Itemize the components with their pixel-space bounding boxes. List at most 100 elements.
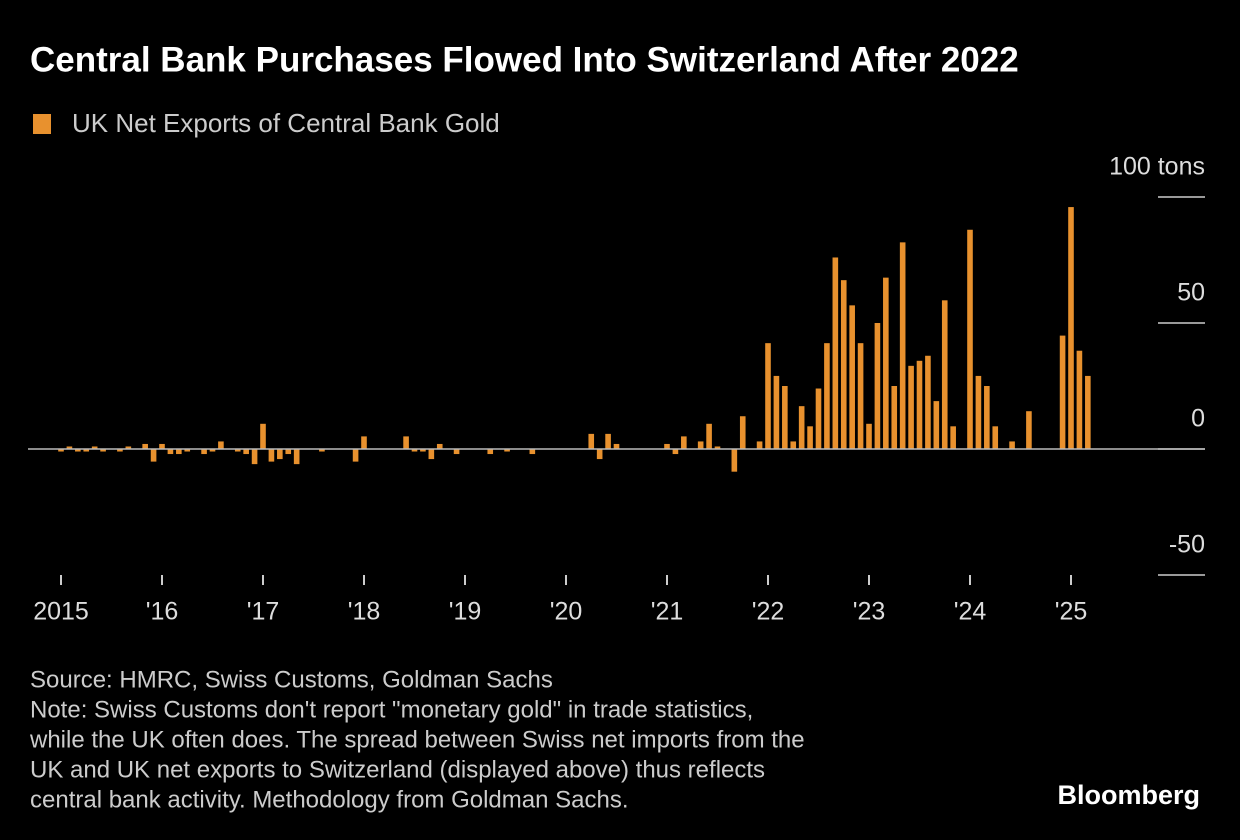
bar: [285, 449, 292, 455]
bar: [420, 449, 426, 452]
x-tick-label: '19: [449, 598, 482, 626]
bar: [605, 433, 611, 449]
bar: [874, 323, 881, 449]
bar: [950, 426, 956, 449]
y-tick-label: -50: [1169, 531, 1205, 559]
note-line: central bank activity. Methodology from …: [30, 786, 629, 813]
bar: [883, 277, 889, 449]
bar: [159, 443, 165, 449]
bar: [933, 401, 940, 449]
bar: [66, 446, 73, 449]
x-tick-label: '18: [348, 598, 381, 626]
bar: [504, 449, 510, 452]
bar: [125, 446, 132, 449]
x-tick-label: '24: [954, 598, 987, 626]
source: Source: HMRC, Swiss Customs, Goldman Sac…: [30, 666, 553, 693]
bar: [218, 441, 224, 449]
bar: [925, 355, 931, 449]
bar: [83, 449, 90, 452]
bar: [150, 449, 157, 462]
note-line: while the UK often does. The spread betw…: [29, 726, 805, 753]
bar: [824, 343, 830, 449]
x-tick-label: '16: [146, 598, 179, 626]
bar: [975, 375, 982, 449]
bar: [167, 449, 174, 455]
bar: [1085, 375, 1091, 449]
bar: [731, 449, 738, 472]
x-tick-label: '20: [550, 598, 583, 626]
bar: [277, 449, 283, 460]
y-tick-label: 0: [1191, 405, 1205, 433]
bar: [436, 443, 443, 449]
bar: [832, 257, 839, 449]
bar: [352, 449, 359, 462]
bar: [681, 436, 687, 449]
x-tick-label: '23: [853, 598, 886, 626]
bar: [891, 386, 898, 449]
bar: [706, 423, 712, 449]
bar: [840, 280, 847, 449]
bar: [91, 446, 98, 449]
bar: [782, 386, 788, 449]
bar: [268, 449, 275, 462]
bar: [849, 305, 855, 449]
bar: [1026, 411, 1032, 449]
bar: [790, 441, 797, 449]
bar: [411, 449, 418, 452]
bar: [866, 423, 872, 449]
x-tick-label: '17: [247, 598, 280, 626]
note-line: UK and UK net exports to Switzerland (di…: [30, 756, 765, 783]
bar: [697, 441, 704, 449]
bar: [319, 449, 325, 452]
x-tick-label: '21: [651, 598, 684, 626]
bar: [908, 365, 914, 449]
bar: [234, 449, 241, 452]
bar: [260, 423, 266, 449]
x-tick-label: 2015: [33, 598, 89, 626]
brand: Bloomberg: [1057, 780, 1200, 810]
bar: [739, 416, 746, 449]
x-tick-label: '22: [752, 598, 785, 626]
bar: [403, 436, 409, 449]
bar: [1009, 441, 1015, 449]
bar: [487, 449, 494, 455]
bar: [714, 446, 721, 449]
bar: [596, 449, 603, 460]
bar: [75, 449, 81, 452]
bar: [916, 360, 923, 449]
bar: [807, 426, 813, 449]
bar: [1076, 350, 1083, 449]
x-tick-label: '25: [1055, 598, 1088, 626]
bar: [773, 375, 780, 449]
bar: [992, 426, 999, 449]
bar: [984, 386, 990, 449]
bar: [756, 441, 763, 449]
chart-title: Central Bank Purchases Flowed Into Switz…: [30, 40, 1019, 79]
bar: [613, 443, 620, 449]
note-line: Note: Swiss Customs don't report "moneta…: [30, 696, 753, 723]
bar: [243, 449, 249, 455]
bar: [58, 449, 64, 452]
bar: [428, 449, 435, 460]
bar: [453, 449, 460, 455]
bar: [251, 449, 258, 465]
bar: [664, 443, 670, 449]
bar: [142, 443, 148, 449]
bar: [899, 242, 906, 449]
bar: [209, 449, 216, 452]
bar: [201, 449, 207, 455]
bar: [857, 343, 864, 449]
y-tick-label: 50: [1177, 279, 1205, 307]
bar: [967, 229, 973, 449]
legend-swatch: [33, 114, 51, 134]
bar: [765, 343, 771, 449]
bar: [176, 449, 182, 455]
bar: [941, 300, 948, 449]
bar: [184, 449, 191, 452]
bar: [293, 449, 300, 465]
bar: [529, 449, 536, 455]
bar: [1059, 335, 1066, 449]
legend-label: UK Net Exports of Central Bank Gold: [72, 108, 500, 138]
